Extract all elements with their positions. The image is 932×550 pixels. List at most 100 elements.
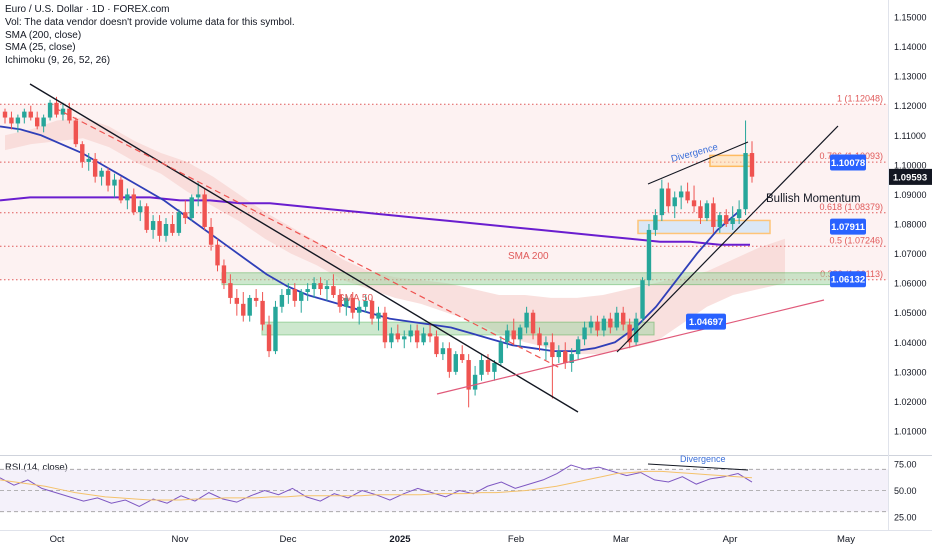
rsi-legend: RSI (14, close) — [5, 462, 68, 473]
candle-body — [99, 170, 104, 177]
candle — [2, 108, 8, 124]
candle — [105, 167, 111, 192]
candle — [440, 342, 446, 361]
candle-body — [112, 179, 117, 186]
price-axis-tick-label: 1.02000 — [894, 397, 927, 407]
downtrend-line — [29, 83, 579, 413]
candle-body — [286, 289, 291, 295]
candle — [479, 354, 484, 381]
candle-body — [537, 333, 542, 346]
candle-body — [369, 300, 375, 319]
candle-body — [337, 294, 343, 307]
candle-body — [736, 209, 742, 219]
candle — [447, 342, 452, 378]
candle — [453, 351, 458, 375]
candle — [736, 200, 742, 224]
rsi-axis-tick-label: 75.00 — [894, 460, 917, 470]
candle — [279, 289, 285, 313]
candle-body — [492, 362, 497, 372]
candle-body — [273, 306, 278, 352]
candle — [601, 315, 607, 337]
time-axis-tick-label: 2025 — [389, 534, 411, 545]
candle-body — [247, 297, 252, 316]
candle-body — [170, 224, 175, 233]
candle-body — [324, 286, 330, 290]
candle-body — [292, 289, 297, 301]
price-label-mid-support-bg — [686, 313, 726, 330]
candle-body — [118, 179, 124, 201]
price-label-resistance-text: 1.10078 — [831, 158, 865, 169]
candle-body — [621, 312, 626, 325]
candle-body — [460, 354, 465, 361]
candle — [460, 345, 465, 363]
candle — [273, 300, 278, 355]
candle — [150, 215, 156, 239]
price-axis-tick-label: 1.15000 — [894, 13, 927, 23]
candle — [86, 153, 91, 171]
candle — [311, 277, 317, 298]
candle-body — [67, 108, 72, 121]
candle — [382, 306, 388, 349]
candle — [492, 360, 497, 381]
ichimoku-cloud — [5, 117, 785, 355]
price-axis-tick-label: 1.04000 — [894, 338, 927, 348]
candle-body — [318, 283, 323, 290]
candle-body — [105, 170, 111, 186]
price-label-demand-text: 1.07911 — [831, 222, 866, 233]
sma-200-line — [0, 196, 750, 246]
candle — [621, 306, 626, 331]
candle — [434, 330, 439, 358]
candle-body — [176, 212, 182, 233]
candle — [286, 283, 291, 304]
price-label-demand-bg — [830, 218, 866, 235]
candle — [511, 318, 516, 346]
price-divergence-line — [647, 141, 749, 185]
candle-body — [517, 327, 523, 340]
candle-body — [698, 206, 703, 219]
candle — [157, 215, 162, 242]
candle-body — [208, 226, 214, 245]
candle-body — [505, 330, 510, 343]
rsi-axis-tick-label: 50.00 — [894, 486, 917, 496]
candle — [556, 345, 562, 363]
candle — [67, 102, 72, 124]
legend-ichimoku: Ichimoku (9, 26, 52, 26) — [5, 55, 111, 67]
price-axis-tick-label: 1.10000 — [894, 160, 927, 170]
price-label-mid-support-text: 1.04697 — [689, 317, 723, 328]
candle-body — [453, 354, 458, 372]
candle-body — [356, 306, 362, 313]
candle-body — [228, 283, 233, 298]
candle-body — [331, 286, 336, 295]
candle — [608, 312, 613, 334]
candle — [376, 306, 381, 331]
candle — [92, 153, 98, 183]
price-axis-tick-label: 1.13000 — [894, 72, 927, 82]
candle-body — [595, 321, 600, 331]
candle-body — [472, 374, 478, 390]
candle-body — [640, 280, 645, 319]
candle-body — [414, 330, 420, 343]
candle — [208, 218, 214, 251]
candle-body — [163, 224, 169, 236]
candle-body — [730, 218, 735, 224]
candle-body — [724, 215, 729, 224]
candle-body — [221, 265, 227, 284]
candle — [563, 342, 568, 369]
price-axis-tick-label: 1.14000 — [894, 42, 927, 52]
candle-body — [389, 333, 394, 343]
candle-body — [253, 297, 259, 301]
candle — [588, 315, 594, 334]
rsi-divergence-line — [647, 463, 749, 471]
candle — [530, 309, 536, 340]
candle-body — [260, 300, 265, 325]
candle-body — [614, 312, 619, 328]
candle-body — [28, 111, 33, 118]
candle — [241, 292, 246, 322]
candle-body — [530, 312, 536, 334]
candle — [595, 315, 600, 337]
candle — [331, 274, 336, 298]
candle-body — [608, 318, 613, 328]
candle-body — [633, 318, 639, 343]
candle-body — [524, 312, 529, 328]
